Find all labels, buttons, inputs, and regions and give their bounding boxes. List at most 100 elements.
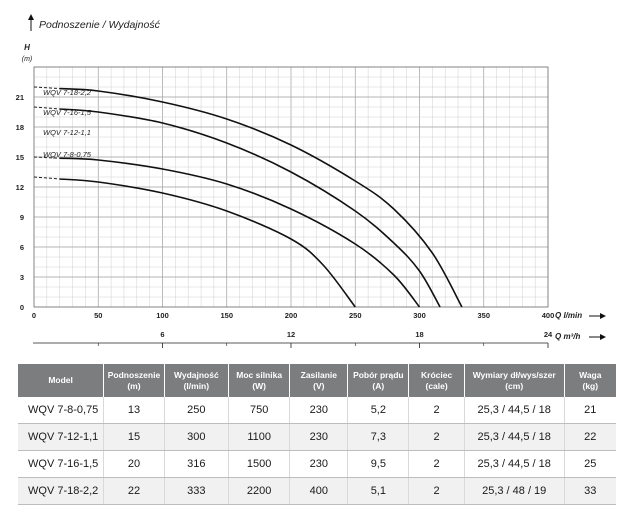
- x2-tick-label: 24: [544, 330, 553, 339]
- x-tick-label: 0: [32, 311, 36, 320]
- series-label: WQV 7-8-0,75: [43, 150, 92, 159]
- secondary-x-ticks: 6 12 18 24: [97, 330, 553, 348]
- cell-capacity: 316: [163, 450, 229, 478]
- table-row: WQV 7-12-1,1 15 300 1100 230 7,3 2 25,3 …: [18, 423, 616, 451]
- cell-supply: 230: [289, 397, 348, 424]
- cell-supply: 400: [289, 477, 348, 505]
- curves: [33, 86, 463, 308]
- x-tick-label: 50: [94, 311, 102, 320]
- y-tick-label: 9: [20, 213, 24, 222]
- cell-motor-power: 1100: [227, 423, 290, 451]
- series-label: WQV 7-18-2,2: [43, 88, 92, 97]
- cell-supply: 230: [289, 423, 348, 451]
- header-current: Pobór prądu (A): [347, 364, 409, 397]
- performance-curve: [59, 108, 441, 308]
- curve-dashed-start: [33, 176, 60, 180]
- y-tick-label: 6: [20, 243, 24, 252]
- x2-tick-label: 12: [287, 330, 295, 339]
- table-row: WQV 7-8-0,75 13 250 750 230 5,2 2 25,3 /…: [18, 397, 616, 424]
- cell-capacity: 333: [163, 477, 229, 505]
- x-tick-label: 300: [413, 311, 426, 320]
- table-row: WQV 7-18-2,2 22 333 2200 400 5,1 2 25,3 …: [18, 477, 616, 505]
- y-tick-label: 18: [16, 123, 24, 132]
- cell-current: 7,3: [347, 423, 409, 451]
- y-tick-labels: 0 3 6 9 12 15 18 21: [16, 93, 24, 312]
- curve-dashed-start: [33, 156, 60, 159]
- series-label: WQV 7-12-1,1: [43, 128, 91, 137]
- x-tick-labels: 0 50 100 150 200 250 300 350 400: [32, 311, 554, 320]
- plot-frame: [33, 66, 549, 308]
- cell-connector: 2: [408, 450, 465, 478]
- y-tick-label: 12: [16, 183, 24, 192]
- x-tick-label: 100: [156, 311, 169, 320]
- x2-axis-arrowhead-icon: [600, 334, 606, 340]
- cell-connector: 2: [408, 397, 465, 424]
- header-connector: Króciec (cale): [408, 364, 465, 397]
- cell-weight: 22: [563, 423, 616, 451]
- grid: [33, 66, 549, 308]
- cell-dimensions: 25,3 / 44,5 / 18: [463, 450, 565, 478]
- cell-supply: 230: [289, 450, 348, 478]
- cell-model: WQV 7-8-0,75: [18, 397, 104, 424]
- x-tick-label: 150: [220, 311, 233, 320]
- series-labels: WQV 7-8-0,75 WQV 7-12-1,1 WQV 7-16-1,5 WQV …: [43, 88, 92, 159]
- header-supply: Zasilanie (V): [289, 364, 348, 397]
- cell-current: 9,5: [347, 450, 409, 478]
- cell-motor-power: 750: [227, 397, 290, 424]
- cell-dimensions: 25,3 / 48 / 19: [463, 477, 565, 505]
- pump-curve-chart: Podnoszenie / Wydajność H (m) 0 3 6 9 12 15 18…: [16, 14, 606, 348]
- y-tick-label: 3: [20, 273, 24, 282]
- cell-lift: 20: [103, 450, 165, 478]
- x-tick-label: 200: [285, 311, 298, 320]
- curve-dashed-start: [33, 106, 60, 110]
- x-tick-label: 350: [477, 311, 490, 320]
- cell-capacity: 250: [163, 397, 229, 424]
- table-row: WQV 7-16-1,5 20 316 1500 230 9,5 2 25,3 …: [18, 450, 616, 478]
- y-axis-unit: (m): [22, 56, 33, 63]
- header-dimensions: Wymiary dł/wys/szer (cm): [463, 364, 565, 397]
- x-axis-arrowhead-icon: [600, 313, 606, 319]
- performance-curve: [59, 157, 421, 308]
- x-axis-label: Q l/min: [555, 311, 582, 320]
- cell-weight: 25: [563, 450, 616, 478]
- header-lift: Podnoszenie (m): [103, 364, 165, 397]
- series-label: WQV 7-16-1,5: [43, 108, 92, 117]
- cell-lift: 22: [103, 477, 165, 505]
- cell-model: WQV 7-12-1,1: [18, 423, 104, 451]
- cell-lift: 15: [103, 423, 165, 451]
- cell-connector: 2: [408, 423, 465, 451]
- cell-dimensions: 25,3 / 44,5 / 18: [463, 423, 565, 451]
- x2-axis-label: Q m³/h: [555, 332, 580, 341]
- header-capacity: Wydajność (l/min): [163, 364, 229, 397]
- cell-connector: 2: [408, 477, 465, 505]
- header-model: Model: [18, 364, 104, 397]
- x2-tick-label: 18: [415, 330, 423, 339]
- title-arrowhead-icon: [28, 14, 34, 20]
- cell-current: 5,2: [347, 397, 409, 424]
- y-tick-label: 15: [16, 153, 24, 162]
- cell-current: 5,1: [347, 477, 409, 505]
- cell-model: WQV 7-18-2,2: [18, 477, 104, 505]
- performance-curve: [59, 87, 463, 308]
- header-weight: Waga (kg): [563, 364, 616, 397]
- y-tick-label: 0: [20, 303, 24, 312]
- cell-weight: 21: [563, 397, 616, 424]
- cell-lift: 13: [103, 397, 165, 424]
- x-tick-label: 250: [349, 311, 362, 320]
- header-motor-power: Moc silnika (W): [227, 364, 290, 397]
- y-axis-label: H: [24, 43, 30, 52]
- cell-capacity: 300: [163, 423, 229, 451]
- chart-title-group: Podnoszenie / Wydajność: [28, 14, 161, 31]
- spec-table: Model Podnoszenie (m) Wydajność (l/min) Mo…: [18, 364, 616, 505]
- x2-tick-label: 6: [160, 330, 164, 339]
- chart-title: Podnoszenie / Wydajność: [39, 19, 161, 31]
- cell-dimensions: 25,3 / 44,5 / 18: [463, 397, 565, 424]
- performance-curve: [59, 178, 356, 308]
- y-tick-label: 21: [16, 93, 24, 102]
- cell-motor-power: 2200: [227, 477, 290, 505]
- curve-dashed-start: [33, 86, 60, 90]
- spec-table-header-row: Model Podnoszenie (m) Wydajność (l/min) Mo…: [18, 364, 616, 397]
- cell-model: WQV 7-16-1,5: [18, 450, 104, 478]
- cell-weight: 33: [563, 477, 616, 505]
- cell-motor-power: 1500: [227, 450, 290, 478]
